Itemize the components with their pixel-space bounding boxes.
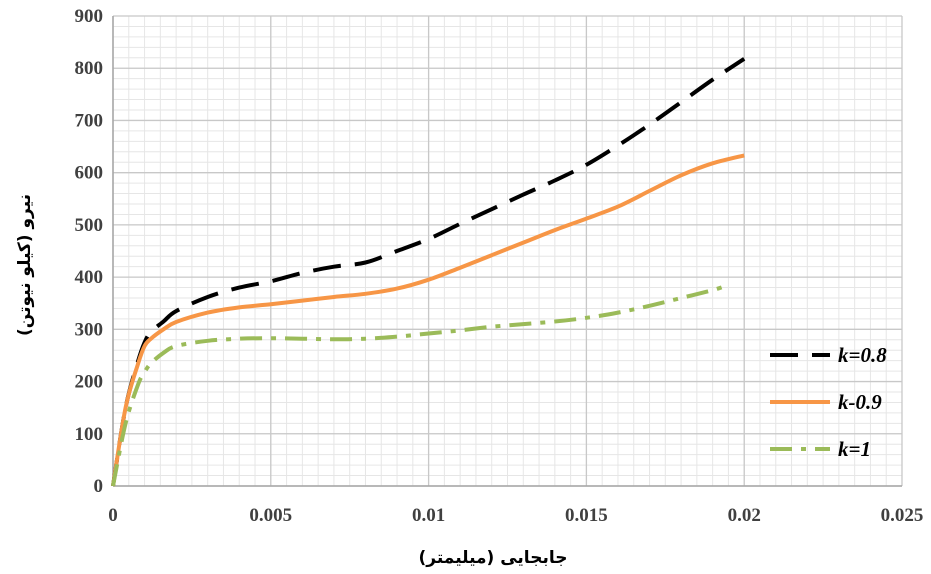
- y-tick-label: 600: [75, 163, 104, 184]
- x-axis-title: جابجایی (میلیمتر): [419, 548, 568, 568]
- y-tick-label: 800: [75, 58, 104, 79]
- x-tick-label: 0.005: [249, 505, 292, 526]
- y-tick-label: 100: [75, 424, 104, 445]
- y-tick-label: 700: [75, 110, 104, 131]
- y-tick-labels: 0 100 200 300 400 500 600 700 800 900: [75, 6, 104, 497]
- x-tick-label: 0.015: [565, 505, 608, 526]
- series-line-k=0.8: [111, 57, 746, 487]
- y-tick-label: 900: [75, 6, 104, 27]
- major-grid: [112, 15, 903, 487]
- legend-label: k-0.9: [838, 390, 882, 414]
- legend: k=0.8 k-0.9 k=1: [770, 343, 887, 461]
- x-tick-label: 0: [108, 505, 118, 526]
- legend-label: k=1: [838, 437, 871, 461]
- legend-label: k=0.8: [838, 343, 887, 367]
- x-tick-label: 0.025: [881, 505, 924, 526]
- y-tick-label: 200: [75, 372, 104, 393]
- x-tick-label: 0.01: [412, 505, 445, 526]
- x-tick-labels: 0 0.005 0.01 0.015 0.02 0.025: [108, 505, 923, 526]
- y-tick-label: 400: [75, 267, 104, 288]
- y-tick-label: 0: [94, 476, 104, 497]
- y-tick-label: 500: [75, 215, 104, 236]
- series-line-k-0.9: [111, 153, 745, 487]
- y-axis-title: نیرو (کیلو نیوتن): [15, 194, 35, 336]
- series-lines: [111, 57, 746, 487]
- y-tick-label: 300: [75, 319, 104, 340]
- axes: [112, 16, 902, 487]
- x-tick-label: 0.02: [728, 505, 761, 526]
- series-line-k=1: [111, 283, 730, 487]
